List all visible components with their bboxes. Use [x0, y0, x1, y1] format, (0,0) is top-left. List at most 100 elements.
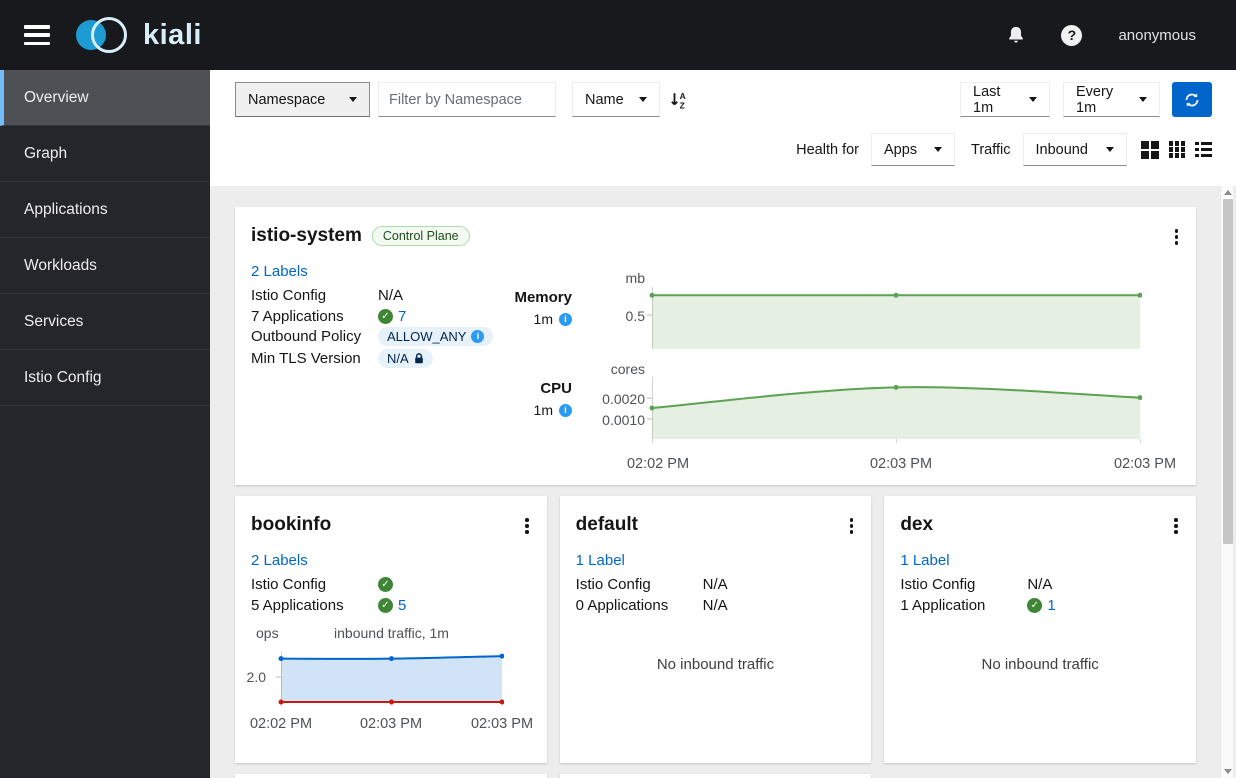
svg-text:Z: Z	[680, 100, 685, 109]
filter-type-select[interactable]: Namespace	[235, 82, 370, 117]
outbound-policy-badge: ALLOW_ANY i	[378, 327, 494, 346]
chart-title: inbound traffic, 1m	[334, 625, 449, 641]
lock-icon	[414, 353, 423, 364]
min-tls-badge: N/A	[378, 349, 433, 368]
sidebar-nav: Overview Graph Applications Workloads Se…	[0, 70, 210, 778]
memory-duration: 1m i	[435, 311, 572, 327]
chevron-down-icon	[1029, 97, 1037, 102]
memory-ytick: 0.5	[625, 308, 645, 324]
chevron-down-icon	[639, 97, 647, 102]
namespace-card-dex: dex 1 Label Istio Config N/A 1 Applicati…	[884, 496, 1196, 763]
health-for-select[interactable]: Apps	[871, 133, 956, 166]
expand-view-icon[interactable]	[1168, 141, 1185, 158]
healthy-check-icon: ✓	[378, 598, 393, 613]
memory-unit-label: mb	[625, 270, 645, 286]
namespace-filter-input[interactable]	[378, 82, 556, 117]
cpu-unit-label: cores	[610, 361, 645, 377]
partial-card	[559, 774, 872, 778]
refresh-button[interactable]	[1172, 82, 1212, 117]
traffic-select[interactable]: Inbound	[1022, 133, 1127, 166]
control-plane-badge: Control Plane	[371, 226, 470, 246]
x-axis-label: 02:03 PM	[359, 716, 423, 732]
healthy-apps-link[interactable]: 5	[398, 597, 407, 614]
istio-config-row: Istio Config N/A	[575, 576, 728, 593]
card-actions-kebab[interactable]	[848, 516, 856, 536]
compact-view-icon[interactable]	[1140, 140, 1159, 159]
cpu-duration: 1m i	[435, 402, 572, 418]
labels-link[interactable]: 2 Labels	[251, 552, 308, 569]
no-traffic-message: No inbound traffic	[656, 656, 775, 673]
refresh-interval-select[interactable]: Every 1m	[1063, 82, 1160, 117]
chevron-down-icon	[1105, 147, 1114, 152]
sidebar-item-workloads[interactable]: Workloads	[0, 238, 210, 294]
sidebar-item-graph[interactable]: Graph	[0, 126, 210, 182]
vertical-scrollbar[interactable]	[1220, 186, 1233, 778]
chevron-down-icon	[934, 147, 943, 152]
namespace-name: default	[575, 514, 638, 535]
namespace-name: bookinfo	[251, 514, 332, 535]
namespace-name: istio-system	[251, 225, 362, 246]
min-tls-row: Min TLS Version N/A	[251, 348, 1180, 369]
applications-row: 5 Applications ✓ 5	[251, 597, 407, 614]
chevron-down-icon	[1139, 97, 1147, 102]
sort-field-select[interactable]: Name	[572, 82, 660, 117]
x-axis-label: 02:02 PM	[626, 456, 690, 472]
card-actions-kebab[interactable]	[1173, 227, 1181, 247]
partial-card-row	[235, 774, 1196, 778]
sidebar-item-applications[interactable]: Applications	[0, 182, 210, 238]
applications-row: 0 Applications N/A	[575, 597, 728, 614]
scroll-down-arrow-icon[interactable]	[1223, 769, 1232, 774]
healthy-check-icon: ✓	[378, 577, 393, 592]
inbound-traffic-chart	[276, 651, 504, 706]
x-axis-label: 02:03 PM	[470, 716, 534, 732]
cpu-label: CPU	[540, 380, 572, 397]
sidebar-item-services[interactable]: Services	[0, 294, 210, 350]
labels-link[interactable]: 1 Label	[575, 552, 625, 569]
healthy-check-icon: ✓	[378, 309, 393, 324]
list-view-icon[interactable]	[1195, 141, 1212, 158]
card-actions-kebab[interactable]	[1172, 516, 1180, 536]
namespace-name: dex	[900, 514, 934, 535]
question-icon: ?	[1061, 24, 1083, 46]
chevron-down-icon	[349, 97, 357, 102]
memory-sparkline-chart	[647, 287, 1142, 349]
x-axis-label: 02:02 PM	[249, 716, 313, 732]
healthy-apps-link[interactable]: 1	[1047, 597, 1056, 614]
traffic-label: Traffic	[971, 141, 1011, 158]
kiali-logo-icon	[76, 16, 130, 54]
namespace-card-default: default 1 Label Istio Config N/A 0 Appli…	[559, 496, 872, 763]
traffic-ytick: 2.0	[246, 669, 266, 685]
healthy-check-icon: ✓	[1027, 598, 1043, 613]
svg-text:A: A	[680, 91, 686, 101]
scrollbar-thumb[interactable]	[1222, 199, 1233, 544]
cpu-ytick-2: 0.0010	[602, 412, 645, 428]
notifications-button[interactable]	[1007, 26, 1025, 45]
memory-label: Memory	[514, 289, 572, 306]
scroll-up-arrow-icon[interactable]	[1223, 190, 1232, 195]
bell-icon	[1009, 26, 1024, 43]
kiali-brand: kiali	[76, 16, 202, 54]
istio-config-row: Istio Config N/A	[251, 287, 404, 304]
user-menu[interactable]: anonymous	[1118, 26, 1196, 44]
labels-link[interactable]: 1 Label	[900, 552, 950, 569]
healthy-apps-link[interactable]: 7	[398, 308, 407, 325]
outbound-policy-row: Outbound Policy ALLOW_ANY i	[251, 326, 1180, 347]
x-axis-label: 02:03 PM	[1113, 456, 1177, 472]
sidebar-item-overview[interactable]: Overview	[0, 70, 210, 126]
x-axis-label: 02:03 PM	[869, 456, 933, 472]
no-traffic-message: No inbound traffic	[981, 656, 1099, 673]
help-button[interactable]: ?	[1061, 24, 1083, 46]
namespace-card-bookinfo: bookinfo 2 Labels Istio Config ✓ 5 Appli…	[235, 496, 547, 763]
overview-toolbar: Namespace Name AZ Last 1m Every	[210, 70, 1236, 186]
card-actions-kebab[interactable]	[523, 516, 531, 536]
labels-link[interactable]: 2 Labels	[251, 263, 308, 280]
cpu-ytick-1: 0.0020	[602, 391, 645, 407]
menu-toggle-icon[interactable]	[24, 25, 50, 45]
brand-name: kiali	[143, 18, 202, 51]
namespace-card-istio-system: istio-system Control Plane 2 Labels Isti…	[235, 207, 1196, 485]
info-icon: i	[559, 312, 572, 326]
duration-select[interactable]: Last 1m	[960, 82, 1050, 117]
main-area: Namespace Name AZ Last 1m Every	[210, 70, 1236, 778]
sidebar-item-istio-config[interactable]: Istio Config	[0, 350, 210, 406]
